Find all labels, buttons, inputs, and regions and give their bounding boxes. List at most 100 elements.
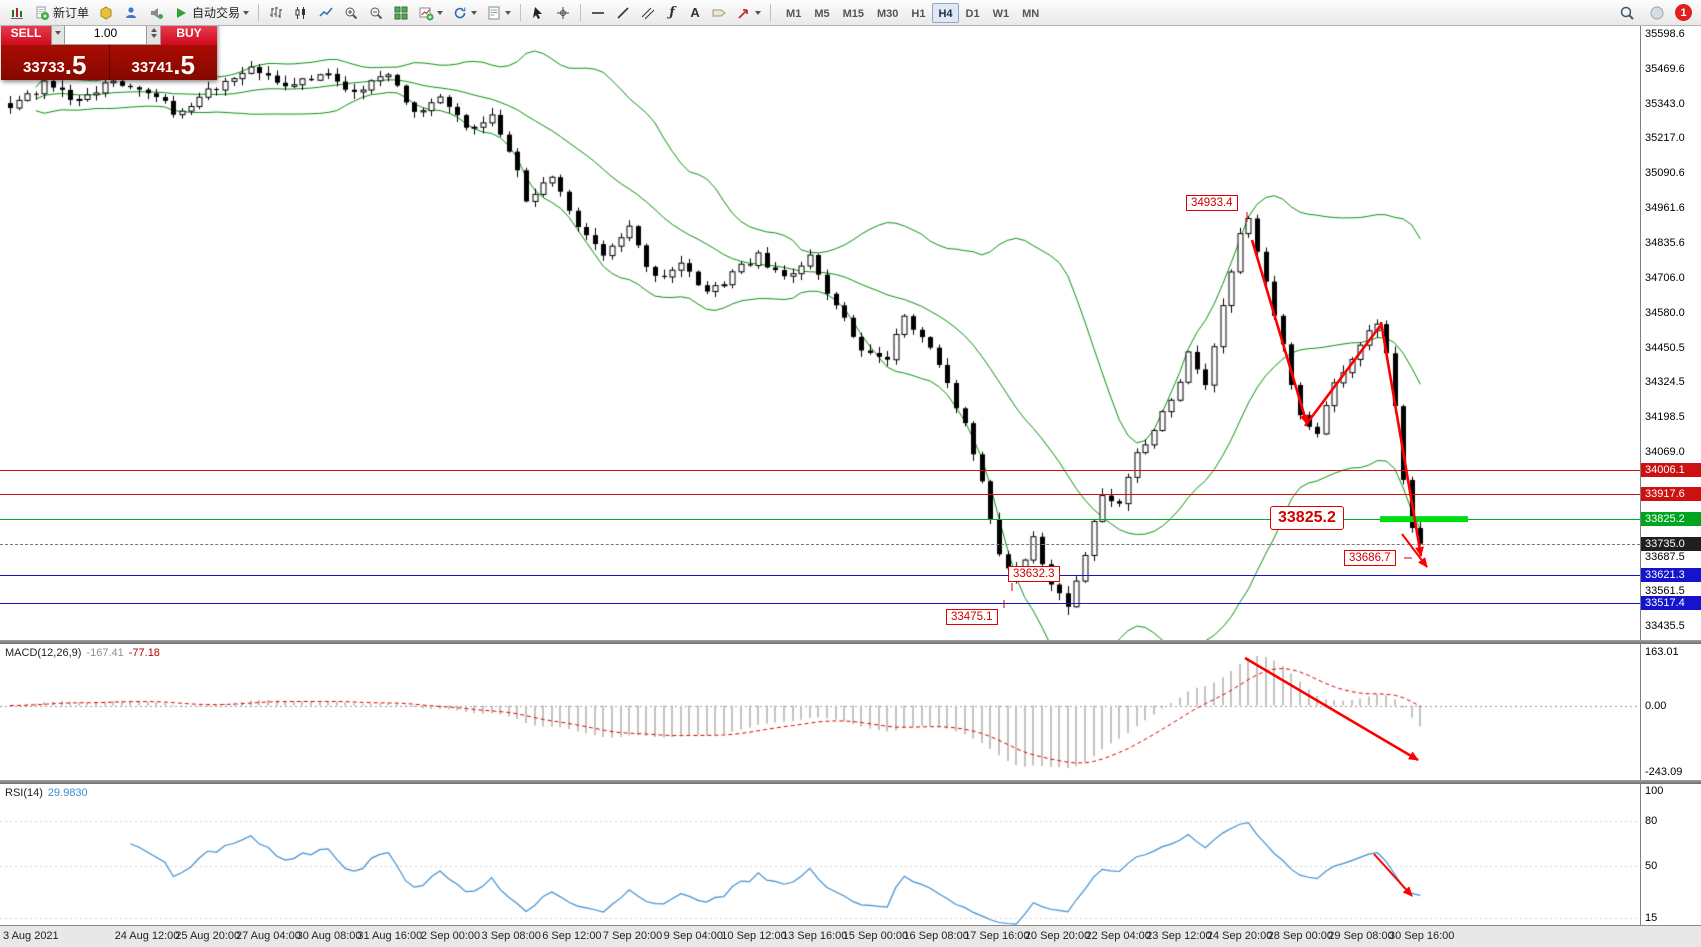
price-axis-label: 34580.0 xyxy=(1645,307,1685,319)
auto-trading-button[interactable]: 自动交易 xyxy=(169,2,253,24)
alerts-button[interactable] xyxy=(144,2,168,24)
text-label-tool-button[interactable] xyxy=(707,2,731,24)
chart-window-button[interactable] xyxy=(5,2,29,24)
timeframe-m5[interactable]: M5 xyxy=(814,7,830,20)
volume-down-icon xyxy=(150,33,157,41)
time-axis-label: 28 Sep 00:00 xyxy=(1267,930,1334,942)
price-annotation-33825.2[interactable]: 33825.2 xyxy=(1270,506,1344,530)
price-annotation-33632.3[interactable]: 33632.3 xyxy=(1008,566,1060,582)
macd-canvas[interactable] xyxy=(0,644,1640,780)
price-divider xyxy=(108,45,110,80)
new-chart-button[interactable] xyxy=(414,2,447,24)
toolbar-separator xyxy=(770,4,772,21)
time-axis[interactable]: 3 Aug 2021 24 Aug 12:00 25 Aug 20:00 27 Aug… xyxy=(0,925,1701,947)
toolbar-separator xyxy=(258,4,260,21)
price-chart-canvas[interactable] xyxy=(0,26,1640,640)
search-button[interactable] xyxy=(1615,2,1639,24)
price-line-33825.2[interactable] xyxy=(0,519,1640,520)
price-axis[interactable]: 35598.6 35469.6 35343.0 35217.0 35090.6 34961… xyxy=(1640,26,1701,925)
candlestick-mode-button[interactable] xyxy=(289,2,313,24)
price-axis-label: 34198.5 xyxy=(1645,411,1685,423)
time-axis-label: 30 Sep 16:00 xyxy=(1388,930,1455,942)
time-axis-label: 23 Sep 12:00 xyxy=(1146,930,1212,942)
sell-price: 33733.5 xyxy=(23,50,87,80)
time-axis-label: 15 Sep 00:00 xyxy=(842,930,909,942)
price-axis-label: 35469.6 xyxy=(1645,63,1685,75)
timeframe-h4[interactable]: H4 xyxy=(932,2,959,23)
price-annotation-33686.7[interactable]: 33686.7 xyxy=(1344,550,1396,566)
macd-pane: MACD(12,26,9) -167.41 -77.18 xyxy=(0,644,1640,780)
price-axis-label: 34324.5 xyxy=(1645,376,1685,388)
line-chart-mode-button[interactable] xyxy=(314,2,338,24)
price-axis-label: 34961.6 xyxy=(1645,202,1685,214)
search-icon xyxy=(1620,6,1634,20)
profiles-button[interactable] xyxy=(448,2,481,24)
timeframe-h1[interactable]: H1 xyxy=(911,7,926,20)
trendline-tool-button[interactable] xyxy=(611,2,635,24)
tile-windows-icon xyxy=(394,6,408,19)
timeframe-mn[interactable]: MN xyxy=(1022,7,1040,20)
text-tool-button[interactable]: A xyxy=(684,2,706,24)
price-axis-label: 34706.0 xyxy=(1645,272,1685,284)
pane-separator[interactable] xyxy=(0,640,1701,644)
price-badge-33517.4: 33517.4 xyxy=(1641,596,1701,610)
fibonacci-tool-button[interactable]: ƒ xyxy=(661,2,683,24)
equidistant-channel-icon xyxy=(641,7,655,19)
buy-price: 33741.5 xyxy=(131,50,195,80)
price-axis-label: 33435.5 xyxy=(1645,620,1685,632)
templates-button[interactable] xyxy=(482,2,515,24)
price-axis-label: 34835.6 xyxy=(1645,237,1685,249)
time-axis-label: 17 Sep 16:00 xyxy=(964,930,1030,942)
shapes-caret-icon xyxy=(755,11,762,18)
rsi-value: 29.9830 xyxy=(47,787,88,799)
price-annotation-34933.4[interactable]: 34933.4 xyxy=(1186,195,1238,211)
time-axis-label: 13 Sep 16:00 xyxy=(781,930,848,942)
account-status-button[interactable] xyxy=(1645,2,1669,24)
timeframe-m1[interactable]: M1 xyxy=(786,7,802,20)
timeframe-d1[interactable]: D1 xyxy=(965,7,980,20)
new-order-button[interactable]: 新订单 xyxy=(30,2,93,24)
time-axis-label: 7 Sep 20:00 xyxy=(602,930,663,942)
new-order-icon xyxy=(36,6,49,20)
community-button[interactable] xyxy=(119,2,143,24)
notification-badge[interactable]: 1 xyxy=(1675,4,1692,21)
alerts-icon xyxy=(151,7,164,19)
crosshair-tool-button[interactable] xyxy=(551,2,575,24)
timeframe-w1[interactable]: W1 xyxy=(992,7,1010,20)
macd-axis-label: 163.01 xyxy=(1645,646,1679,658)
price-line-33621.3[interactable] xyxy=(0,575,1640,576)
price-line-33517.4[interactable] xyxy=(0,603,1640,604)
timeframe-m15[interactable]: M15 xyxy=(842,7,864,20)
rsi-axis-label: 80 xyxy=(1645,815,1658,827)
cursor-tool-button[interactable] xyxy=(526,2,550,24)
price-line-33917.6[interactable] xyxy=(0,494,1640,495)
metaeditor-button[interactable] xyxy=(94,2,118,24)
price-axis-label: 34450.5 xyxy=(1645,342,1685,354)
arrow-shape-icon xyxy=(738,8,748,19)
zoom-in-button[interactable] xyxy=(339,2,363,24)
horizontal-line-tool-button[interactable] xyxy=(586,2,610,24)
text-label-icon xyxy=(712,9,726,16)
time-axis-label: 29 Sep 08:00 xyxy=(1328,930,1394,942)
price-axis-label: 35343.0 xyxy=(1645,98,1685,110)
time-axis-label: 27 Aug 04:00 xyxy=(235,930,301,942)
rsi-canvas[interactable] xyxy=(0,784,1640,925)
price-line-33735.0[interactable] xyxy=(0,544,1640,545)
timeframe-m30[interactable]: M30 xyxy=(877,7,899,20)
macd-main-value: -167.41 xyxy=(86,647,124,659)
shapes-tool-button[interactable] xyxy=(732,2,765,24)
tile-windows-button[interactable] xyxy=(389,2,413,24)
volume-dropdown-caret-icon xyxy=(55,31,61,38)
templates-caret-icon xyxy=(505,11,512,18)
channel-tool-button[interactable] xyxy=(636,2,660,24)
time-axis-label: 30 Aug 08:00 xyxy=(296,930,362,942)
bar-chart-mode-button[interactable] xyxy=(264,2,288,24)
pane-separator[interactable] xyxy=(0,780,1701,784)
price-axis-label: 35090.6 xyxy=(1645,167,1685,179)
zoom-out-button[interactable] xyxy=(364,2,388,24)
bar-chart-icon xyxy=(270,6,283,18)
timeframe-group: M1 M5 M15 M30 H1 H4 D1 W1 MN xyxy=(780,2,1045,23)
price-line-34006.1[interactable] xyxy=(0,470,1640,471)
price-annotation-33475.1[interactable]: 33475.1 xyxy=(946,609,998,625)
